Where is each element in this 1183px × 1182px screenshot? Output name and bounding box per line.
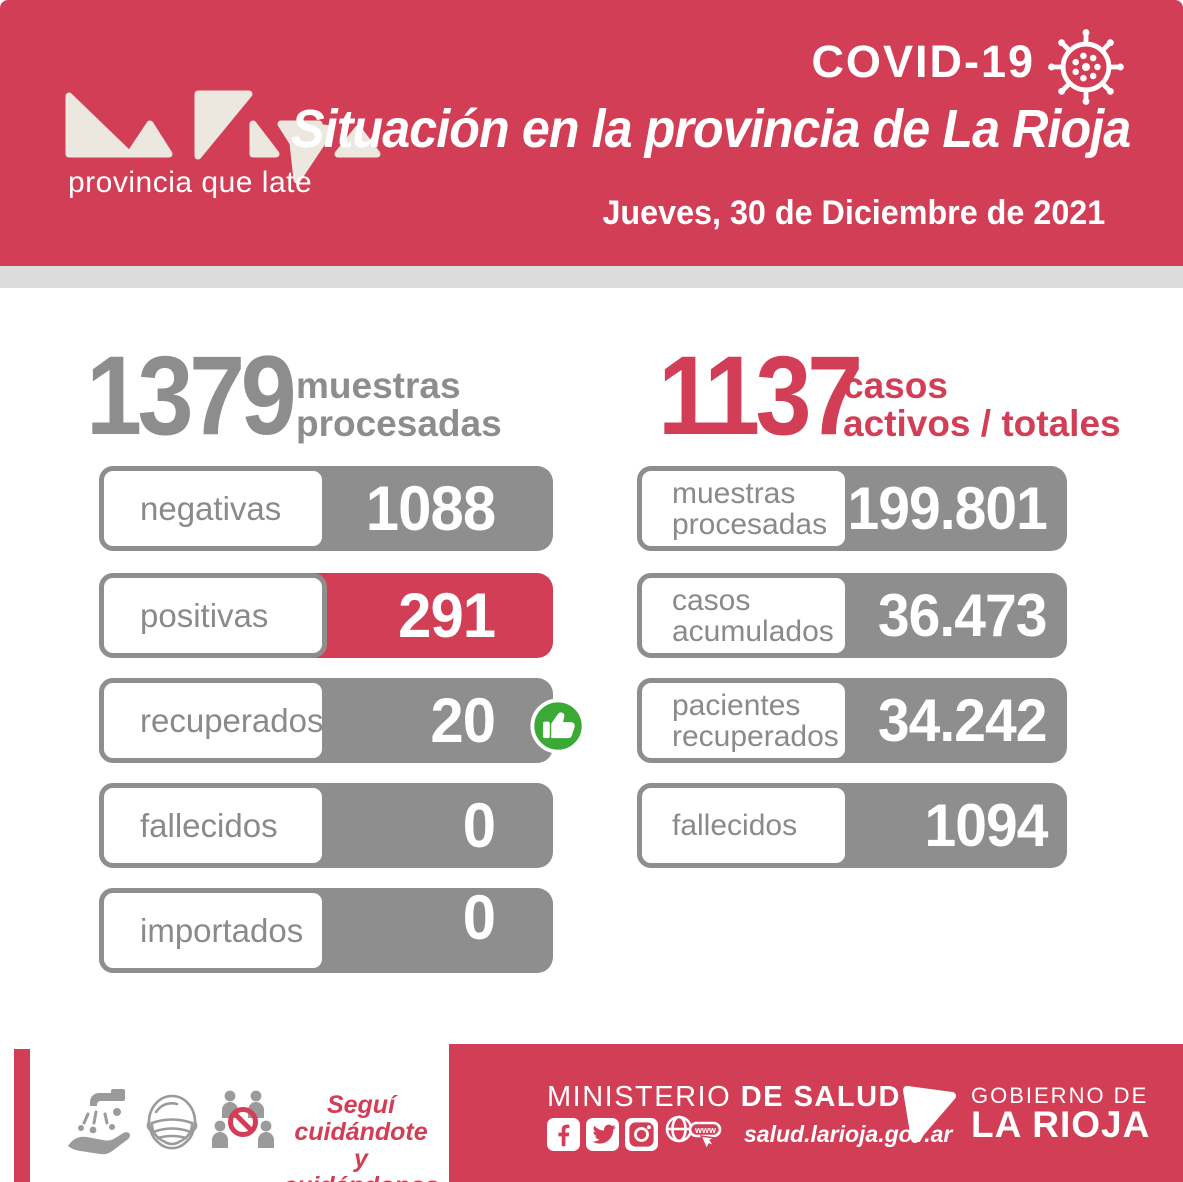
stat-value: 34.242 bbox=[878, 687, 1048, 754]
header-banner: provincia que late COVID-19 Situación en… bbox=[0, 0, 1183, 266]
stat-row-muestras-totales: 199.801 muestras procesadas bbox=[637, 466, 1067, 551]
stat-value: 199.801 bbox=[847, 475, 1048, 542]
covid-19-label: COVID-19 bbox=[811, 36, 1035, 87]
stat-label-box: casos acumulados bbox=[637, 573, 850, 658]
stat-value: 0 bbox=[462, 883, 496, 953]
footer-accent-bar bbox=[14, 1049, 30, 1182]
stat-label-box: positivas bbox=[99, 573, 327, 658]
stat-label-box: negativas bbox=[99, 466, 327, 551]
active-cases-total: 1137 bbox=[658, 333, 863, 458]
active-cases-label: casos activos / totales bbox=[843, 365, 1121, 444]
instagram-icon bbox=[625, 1117, 658, 1151]
stat-row-positivas: 291 positivas bbox=[99, 573, 553, 658]
daily-samples-label: muestras procesadas bbox=[296, 365, 502, 444]
footer-banner: MINISTERIO DE SALUD bbox=[449, 1044, 1183, 1182]
stat-row-fallecidos-dia: 0 fallecidos bbox=[99, 783, 553, 868]
stat-label-box: importados bbox=[99, 888, 327, 973]
thumbs-up-icon bbox=[530, 698, 586, 754]
report-date: Jueves, 30 de Diciembre de 2021 bbox=[602, 194, 1105, 232]
stat-label-box: pacientes recuperados bbox=[637, 678, 850, 763]
stat-value: 1094 bbox=[923, 792, 1048, 859]
www-badge-text: www bbox=[694, 1125, 717, 1135]
gobierno-la-rioja-label: GOBIERNO DE LA RIOJA bbox=[971, 1083, 1151, 1145]
social-distancing-icon bbox=[212, 1090, 274, 1148]
stat-row-negativas: 1088 negativas bbox=[99, 466, 553, 551]
stat-row-recuperados: 20 recuperados bbox=[99, 678, 553, 763]
virus-icon bbox=[1048, 29, 1124, 105]
facebook-icon bbox=[547, 1117, 580, 1151]
stat-row-pacientes-recuperados: 34.242 pacientes recuperados bbox=[637, 678, 1067, 763]
gobierno-la-rioja-logo-icon bbox=[903, 1086, 956, 1143]
stat-label-box: muestras procesadas bbox=[637, 466, 850, 551]
stat-label-box: recuperados bbox=[99, 678, 327, 763]
la-rioja-logo-icon bbox=[65, 90, 381, 184]
stat-value: 20 bbox=[430, 685, 496, 756]
stat-value: 36.473 bbox=[878, 582, 1048, 649]
daily-samples-total: 1379 bbox=[86, 333, 297, 458]
divider-strip bbox=[0, 266, 1183, 288]
stat-row-fallecidos-total: 1094 fallecidos bbox=[637, 783, 1067, 868]
prevention-slogan: Seguí cuidándote y cuidándonos bbox=[283, 1091, 439, 1182]
stat-value: 1088 bbox=[365, 473, 496, 544]
stat-row-importados: 0 importados bbox=[99, 883, 553, 973]
logo-tagline: provincia que late bbox=[68, 166, 313, 199]
web-globe-icon: www bbox=[665, 1115, 722, 1151]
ministry-label: MINISTERIO DE SALUD bbox=[547, 1081, 901, 1113]
stat-value: 291 bbox=[397, 580, 496, 651]
stat-value: 0 bbox=[462, 790, 496, 861]
twitter-icon bbox=[586, 1117, 619, 1151]
face-mask-icon bbox=[146, 1094, 198, 1150]
social-links-row: www salud.larioja.gov.ar bbox=[547, 1112, 952, 1156]
stat-row-casos-acumulados: 36.473 casos acumulados bbox=[637, 573, 1067, 658]
stat-label-box: fallecidos bbox=[637, 783, 850, 868]
page-title: Situación en la provincia de La Rioja bbox=[290, 99, 1131, 159]
stat-label-box: fallecidos bbox=[99, 783, 327, 868]
wash-hands-icon bbox=[68, 1089, 131, 1155]
